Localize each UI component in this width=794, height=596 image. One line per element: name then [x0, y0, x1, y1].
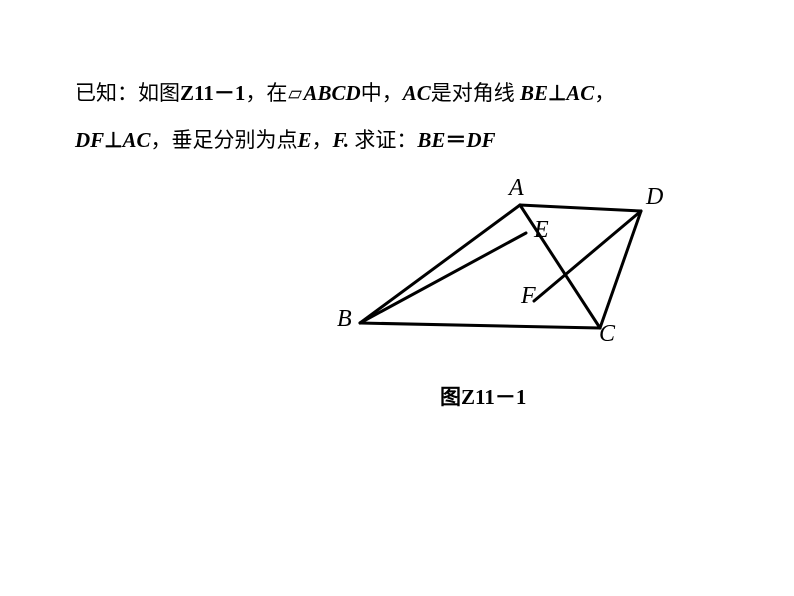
point-f: F — [333, 128, 344, 152]
figure-caption: 图Z11－1 — [440, 381, 526, 411]
comma: ， — [594, 81, 615, 105]
segment-be: BE — [417, 128, 445, 152]
segment-be: BE — [520, 81, 548, 105]
label-b: B — [337, 306, 352, 333]
text: 已知：如图 — [75, 81, 180, 105]
text: 是对角线 — [431, 81, 520, 105]
comma: ， — [312, 128, 333, 152]
segment-df: DF — [466, 128, 495, 152]
label-a: A — [509, 175, 524, 202]
caption-prefix: 图 — [440, 385, 461, 409]
period: . — [344, 128, 355, 152]
text: ，在 — [245, 81, 287, 105]
point-e: E — [298, 128, 312, 152]
problem-statement: 已知：如图Z11－1，在▱ABCD中，AC是对角线 BE⊥AC， DF⊥AC，垂… — [75, 70, 719, 164]
parallelogram-diagram — [335, 193, 665, 353]
perp-symbol: ⊥ — [548, 82, 566, 105]
geometry-figure: A D B C E F — [335, 193, 665, 403]
segment-ac: AC — [122, 128, 150, 152]
label-e: E — [534, 217, 549, 244]
segment-ac: AC — [566, 81, 594, 105]
label-c: C — [599, 321, 615, 348]
quad-name: ABCD — [304, 81, 361, 105]
text: ，垂足分别为点 — [151, 128, 298, 152]
text: 中， — [361, 81, 403, 105]
equals-symbol: ＝ — [445, 128, 466, 152]
segment-df: DF — [75, 128, 104, 152]
parallelogram-symbol: ▱ — [289, 71, 303, 117]
caption-fig-id: Z11－1 — [461, 385, 526, 409]
prove-label: 求证： — [354, 128, 417, 152]
label-f: F — [521, 283, 536, 310]
perp-symbol: ⊥ — [104, 129, 122, 152]
fig-ref: Z11－1 — [180, 81, 245, 105]
label-d: D — [646, 184, 663, 211]
segment-ac: AC — [403, 81, 431, 105]
